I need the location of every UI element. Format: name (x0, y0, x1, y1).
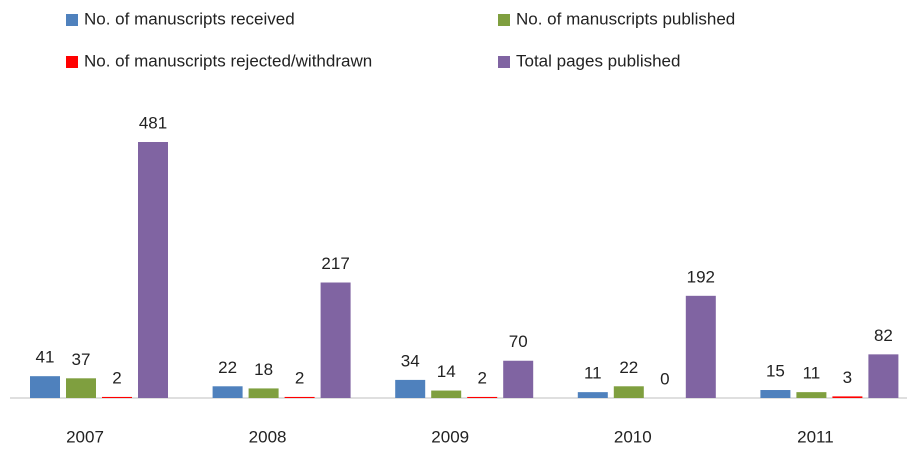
data-label: 2 (112, 368, 121, 387)
bar (395, 379, 426, 398)
bar (102, 396, 132, 398)
x-tick-label: 2007 (66, 427, 104, 446)
bar (503, 360, 534, 398)
data-label: 70 (509, 332, 528, 351)
data-label: 34 (401, 351, 420, 370)
bar (796, 392, 827, 398)
x-tick-label: 2008 (249, 427, 287, 446)
data-label: 11 (803, 364, 821, 383)
x-tick-label: 2010 (614, 427, 652, 446)
data-label: 2 (477, 368, 486, 387)
bar (138, 142, 168, 398)
bar (66, 378, 96, 398)
data-label: 15 (766, 362, 785, 381)
data-label: 41 (36, 348, 55, 367)
bar (30, 376, 60, 398)
data-label: 11 (584, 364, 602, 383)
bar (685, 295, 716, 398)
legend-swatch (66, 14, 78, 26)
data-label: 82 (874, 326, 893, 345)
data-label: 22 (619, 358, 638, 377)
data-label: 37 (72, 350, 91, 369)
bar (613, 386, 644, 398)
data-label: 2 (295, 368, 304, 387)
bar (760, 390, 791, 398)
bar (320, 282, 351, 398)
data-label: 14 (437, 362, 456, 381)
data-label: 192 (687, 267, 715, 286)
legend-label: No. of manuscripts rejected/withdrawn (84, 51, 372, 70)
legend-swatch (498, 56, 510, 68)
data-label: 22 (218, 358, 237, 377)
bar (832, 396, 863, 398)
bar (577, 392, 608, 398)
bar (467, 396, 498, 398)
bar (431, 390, 462, 398)
data-label: 18 (254, 360, 273, 379)
legend-label: No. of manuscripts received (84, 9, 295, 28)
x-tick-label: 2009 (431, 427, 469, 446)
data-label: 3 (843, 368, 852, 387)
bar (248, 388, 279, 398)
bar (284, 396, 315, 398)
data-label: 481 (139, 113, 167, 132)
bar (212, 386, 243, 398)
bar (868, 354, 899, 398)
x-tick-label: 2011 (797, 427, 834, 446)
legend-swatch (498, 14, 510, 26)
data-label: 217 (321, 254, 349, 273)
legend-label: No. of manuscripts published (516, 9, 735, 28)
data-label: 0 (660, 369, 669, 388)
legend-swatch (66, 56, 78, 68)
legend-label: Total pages published (516, 51, 680, 70)
